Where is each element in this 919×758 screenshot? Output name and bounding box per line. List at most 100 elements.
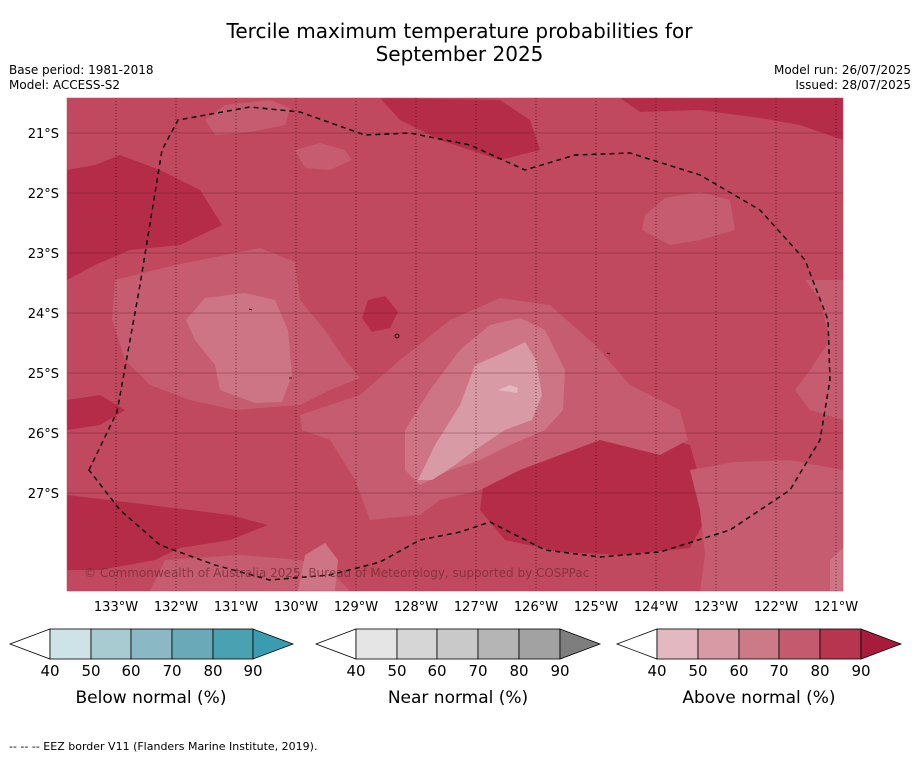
contour-40-center [498, 385, 518, 393]
lon-label: 128°W [394, 600, 438, 615]
contour-80-northeast [720, 98, 843, 140]
colorbar-tick: 50 [387, 662, 406, 680]
colorbar-below-normal: 40 50 60 70 80 90 Below normal (%) [8, 628, 295, 708]
colorbar-tick: 90 [550, 662, 569, 680]
eez-border [88, 106, 831, 581]
colorbar-swatch [90, 628, 132, 660]
lat-label: 26°S [28, 427, 59, 442]
lat-label: 21°S [28, 127, 59, 142]
colorbar-tick: 80 [203, 662, 222, 680]
colorbar-tick: 40 [346, 662, 365, 680]
lon-label: 121°W [814, 600, 858, 615]
lat-gridlines [67, 132, 843, 494]
lon-label: 123°W [694, 600, 738, 615]
issued-date: Issued: 28/07/2025 [795, 78, 911, 92]
colorbar-swatch [819, 628, 862, 660]
colorbar-swatch [436, 628, 479, 660]
colorbar-swatch [656, 628, 699, 660]
chart-title: Tercile maximum temperature probabilitie… [0, 20, 919, 66]
colorbar-max-extend [252, 628, 295, 660]
meta-right: Model run: 26/07/2025 Issued: 28/07/2025 [774, 63, 911, 93]
contour-70-n-patch [295, 143, 352, 170]
contour-70-southeast [690, 460, 843, 591]
colorbar-swatch [130, 628, 173, 660]
lon-labels: 133°W 132°W 131°W 130°W 129°W 128°W 127°… [94, 600, 858, 615]
lat-label: 22°S [28, 187, 59, 202]
colorbar-swatch [355, 628, 398, 660]
model-name: Model: ACCESS-S2 [9, 78, 121, 92]
lon-label: 126°W [514, 600, 558, 615]
island-pitcairn [394, 333, 400, 339]
colorbar-tick: 90 [243, 662, 262, 680]
island-a [248, 308, 253, 311]
lon-label: 124°W [634, 600, 678, 615]
contour-70-east [795, 280, 843, 420]
colorbar-tick: 40 [647, 662, 666, 680]
model-run: Model run: 26/07/2025 [773, 63, 911, 77]
lon-label: 122°W [754, 600, 798, 615]
lat-label: 24°S [28, 307, 59, 322]
contour-80-southwest [67, 495, 268, 570]
colorbar-above-normal: 40 50 60 70 80 90 Above normal (%) [615, 628, 903, 708]
colorbar-max-extend [860, 628, 903, 660]
base-period: Base period: 1981-2018 [9, 63, 154, 77]
colorbar-max-extend [559, 628, 602, 660]
colorbar-swatch [738, 628, 780, 660]
contour-80-west-edge [67, 395, 125, 430]
lat-label: 23°S [28, 247, 59, 262]
contour-80-north [370, 98, 843, 160]
lon-label: 131°W [214, 600, 258, 615]
colorbar-tick: 50 [688, 662, 707, 680]
chart-title-line1: Tercile maximum temperature probabilitie… [226, 19, 693, 43]
colorbar-tick: 80 [810, 662, 829, 680]
lat-label: 27°S [28, 487, 59, 502]
probability-map: © Commonwealth of Australia 2025, Bureau… [67, 98, 843, 591]
colorbar-tick: 60 [121, 662, 140, 680]
lon-label: 125°W [574, 600, 618, 615]
lon-label: 132°W [154, 600, 198, 615]
colorbar-tick: 80 [509, 662, 528, 680]
lat-label: 25°S [28, 367, 59, 382]
colorbar-swatch [778, 628, 821, 660]
colorbar-min-extend [314, 628, 357, 660]
colorbar-tick: 70 [468, 662, 487, 680]
eez-legend-note: -- -- -- EEZ border V11 (Flanders Marine… [9, 740, 318, 753]
colorbar-title: Above normal (%) [682, 688, 835, 708]
copyright-notice: © Commonwealth of Australia 2025, Bureau… [84, 566, 589, 580]
lon-label: 127°W [454, 600, 498, 615]
lon-label: 130°W [274, 600, 318, 615]
colorbar-swatch [171, 628, 214, 660]
colorbar-title: Near normal (%) [388, 688, 528, 708]
chart-title-line2: September 2025 [375, 42, 544, 66]
contour-80-center-spot [362, 296, 398, 332]
colorbar-tick: 60 [729, 662, 748, 680]
colorbar-tick: 70 [162, 662, 181, 680]
map-frame [66, 97, 844, 592]
colorbar-swatch [396, 628, 438, 660]
colorbar-swatch [49, 628, 92, 660]
island-c [606, 352, 611, 355]
colorbar-tick: 50 [81, 662, 100, 680]
lon-gridlines [115, 98, 837, 591]
contour-70-ne-patch [642, 192, 735, 245]
colorbar-tick: 90 [851, 662, 870, 680]
contour-60-south [298, 543, 338, 591]
contour-70-nw-patch [205, 100, 290, 135]
meta-left: Base period: 1981-2018 Model: ACCESS-S2 [9, 63, 154, 93]
colorbar-swatch [697, 628, 740, 660]
colorbar-swatch [518, 628, 561, 660]
colorbar-tick: 70 [769, 662, 788, 680]
colorbar-swatch [212, 628, 254, 660]
contour-50-center [418, 342, 542, 480]
lon-label: 133°W [94, 600, 138, 615]
colorbar-near-normal: 40 50 60 70 80 90 Near normal (%) [314, 628, 602, 708]
lat-labels: 21°S 22°S 23°S 24°S 25°S 26°S 27°S [28, 127, 59, 502]
contour-80-west [67, 155, 222, 280]
colorbar-min-extend [615, 628, 658, 660]
colorbar-min-extend [8, 628, 51, 660]
islands [248, 308, 611, 379]
colorbar-tick: 60 [427, 662, 446, 680]
colorbar-title: Below normal (%) [76, 688, 227, 708]
colorbar-tick: 40 [40, 662, 59, 680]
